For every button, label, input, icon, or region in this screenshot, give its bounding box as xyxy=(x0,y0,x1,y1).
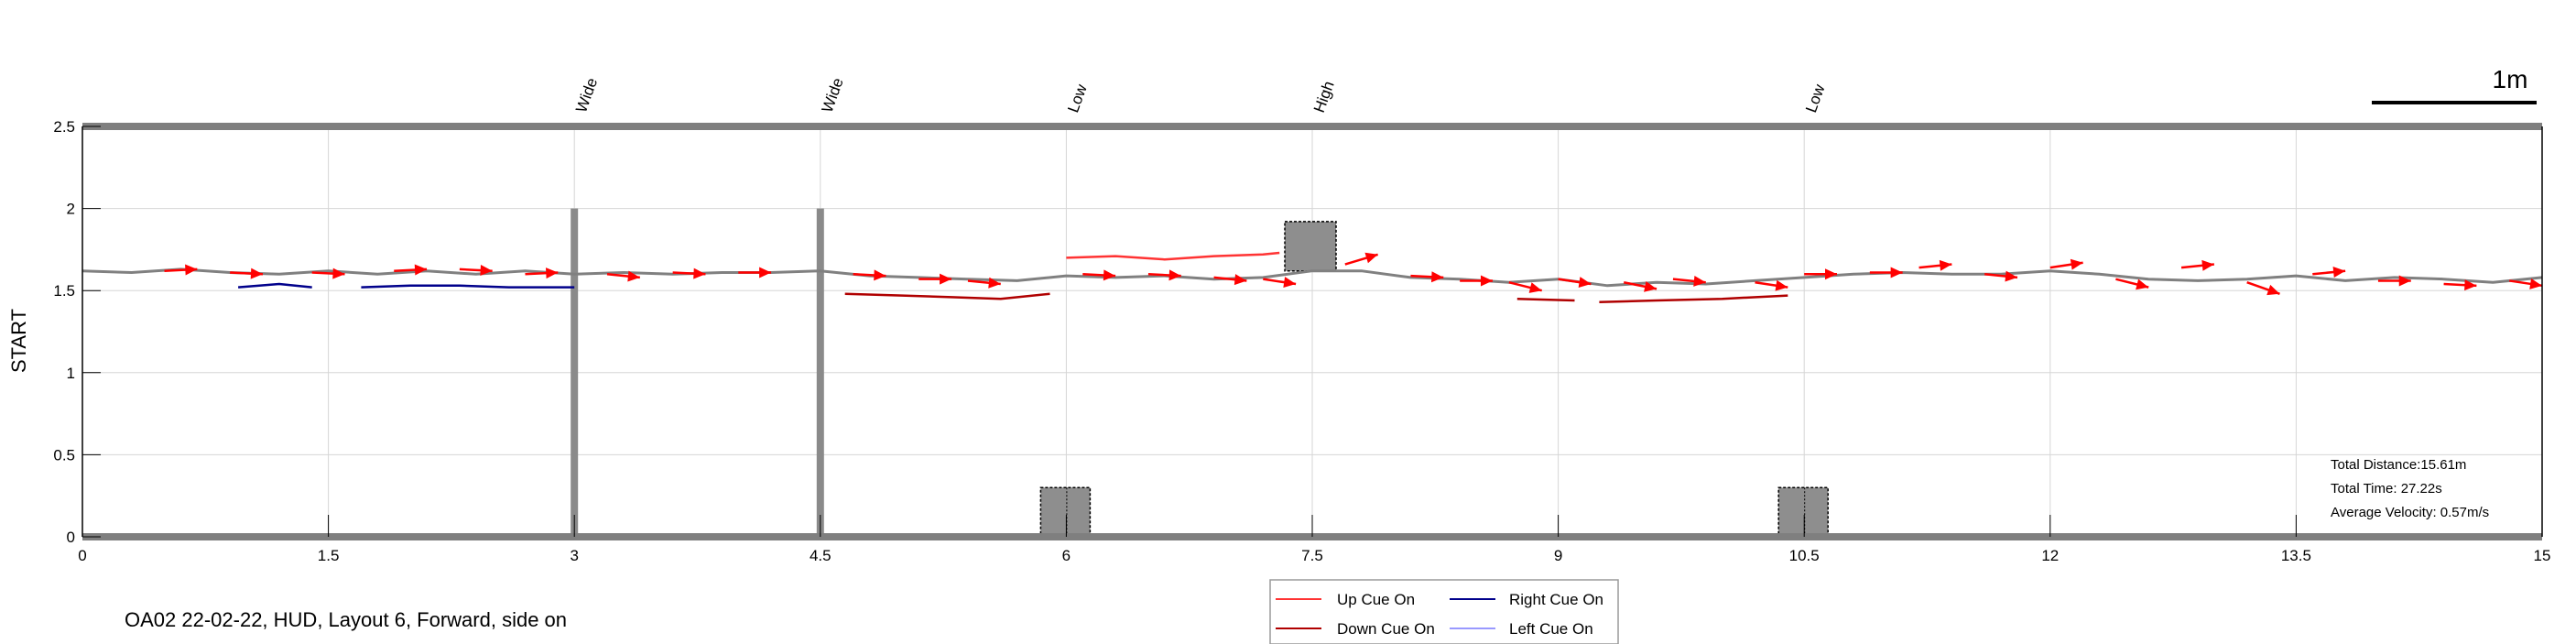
velocity-arrow-head xyxy=(2005,270,2017,282)
series-lines xyxy=(82,251,2543,303)
series-right-cue-on xyxy=(361,284,575,289)
stat-average-velocity: Average Velocity: 0.57m/s xyxy=(2331,505,2489,520)
obstacles xyxy=(571,208,1829,538)
scale-bar-label: 1m xyxy=(2493,65,2528,93)
velocity-arrow-head xyxy=(414,264,428,276)
x-tick-label: 12 xyxy=(2041,547,2059,564)
obstacle-low-box xyxy=(1777,486,1829,538)
legend-label-down-cue: Down Cue On xyxy=(1337,620,1435,638)
velocity-arrow-head xyxy=(874,269,886,281)
y-tick-label: 0.5 xyxy=(53,446,75,464)
velocity-arrow-head xyxy=(1103,269,1116,281)
x-tick-label: 1.5 xyxy=(318,547,340,564)
y-axis-label: START xyxy=(7,309,30,373)
velocity-arrow-head xyxy=(1528,282,1542,293)
velocity-arrow-head xyxy=(2201,259,2214,271)
x-tick-label: 0 xyxy=(78,547,86,564)
axes xyxy=(82,123,2543,540)
x-tick-label: 13.5 xyxy=(2281,547,2311,564)
velocity-arrow-head xyxy=(940,273,952,285)
velocity-arrow-head xyxy=(250,267,263,279)
velocity-arrow-head xyxy=(332,267,345,279)
velocity-arrow-head xyxy=(1693,275,1706,287)
velocity-arrow-head xyxy=(2332,267,2346,278)
velocity-arrow-head xyxy=(1578,277,1592,289)
velocity-arrow-head xyxy=(1430,271,1444,283)
velocity-arrow-head xyxy=(693,267,706,279)
series-right-cue-on xyxy=(237,282,312,289)
velocity-arrow-head xyxy=(2266,284,2280,296)
stat-total-time: Total Time: 27.22s xyxy=(2331,481,2442,497)
x-tick-label: 6 xyxy=(1062,547,1071,564)
series-trajectory xyxy=(82,267,2543,288)
velocity-arrows xyxy=(164,252,2543,296)
velocity-arrow-head xyxy=(480,265,493,277)
velocity-arrow-head xyxy=(627,270,640,282)
stat-total-distance: Total Distance:15.61m xyxy=(2331,457,2466,473)
velocity-arrow-head xyxy=(1234,274,1247,286)
scale-bar: 1m xyxy=(2372,65,2537,104)
velocity-arrow-head xyxy=(1480,275,1493,287)
legend-box xyxy=(1269,579,1619,644)
obstacle-high-box xyxy=(1284,221,1337,272)
y-tick-label: 1 xyxy=(67,365,75,382)
velocity-arrow-head xyxy=(1364,252,1378,264)
velocity-arrow-head xyxy=(2398,275,2411,287)
velocity-arrow-head xyxy=(1890,267,1903,278)
figure-caption: OA02 22-02-22, HUD, Layout 6, Forward, s… xyxy=(125,608,567,631)
stats-box: Total Distance:15.61m Total Time: 27.22s… xyxy=(2331,457,2489,520)
velocity-arrow-head xyxy=(1168,269,1181,281)
series-up-cue-on xyxy=(1066,251,1280,261)
velocity-arrow-head xyxy=(988,277,1001,289)
series-down-cue-on xyxy=(844,292,1050,300)
velocity-arrow-head xyxy=(759,267,772,278)
velocity-arrow-head xyxy=(2136,278,2149,290)
velocity-arrow-head xyxy=(2464,279,2477,291)
velocity-arrow-head xyxy=(1644,280,1658,292)
legend-label-up-cue: Up Cue On xyxy=(1337,591,1415,608)
y-tick-label: 1.5 xyxy=(53,282,75,300)
x-tick-label: 15 xyxy=(2534,547,2551,564)
x-tick-label: 4.5 xyxy=(810,547,831,564)
legend-label-left-cue: Left Cue On xyxy=(1509,620,1593,638)
velocity-arrow-head xyxy=(1283,277,1297,289)
velocity-arrow-head xyxy=(1939,259,1952,271)
velocity-arrow-head xyxy=(546,267,559,279)
velocity-arrow-head xyxy=(1775,279,1788,291)
series-down-cue-on xyxy=(1599,294,1788,303)
series-down-cue-on xyxy=(1516,297,1575,302)
obstacle-low-box xyxy=(1039,486,1092,538)
y-tick-label: 2 xyxy=(67,201,75,218)
tick-labels: 0 1.5 3 4.5 6 7.5 9 10.5 12 13.5 15 0 0.5 1 1.5 2 2.5 xyxy=(53,118,2550,564)
legend: Up Cue On Right Cue On Down Cue On Left … xyxy=(1269,579,1619,644)
x-tick-label: 7.5 xyxy=(1301,547,1323,564)
velocity-arrow-head xyxy=(2529,278,2542,289)
legend-label-right-cue: Right Cue On xyxy=(1509,591,1603,608)
x-tick-label: 3 xyxy=(570,547,578,564)
x-tick-label: 9 xyxy=(1554,547,1562,564)
obstacle-wall xyxy=(571,208,579,537)
x-tick-label: 10.5 xyxy=(1789,547,1820,564)
velocity-arrow-head xyxy=(185,264,198,276)
velocity-arrow-head xyxy=(1825,268,1838,280)
velocity-arrow-head xyxy=(2070,258,2083,270)
y-tick-label: 0 xyxy=(67,529,75,546)
y-tick-label: 2.5 xyxy=(53,118,75,136)
obstacle-wall xyxy=(816,208,824,537)
